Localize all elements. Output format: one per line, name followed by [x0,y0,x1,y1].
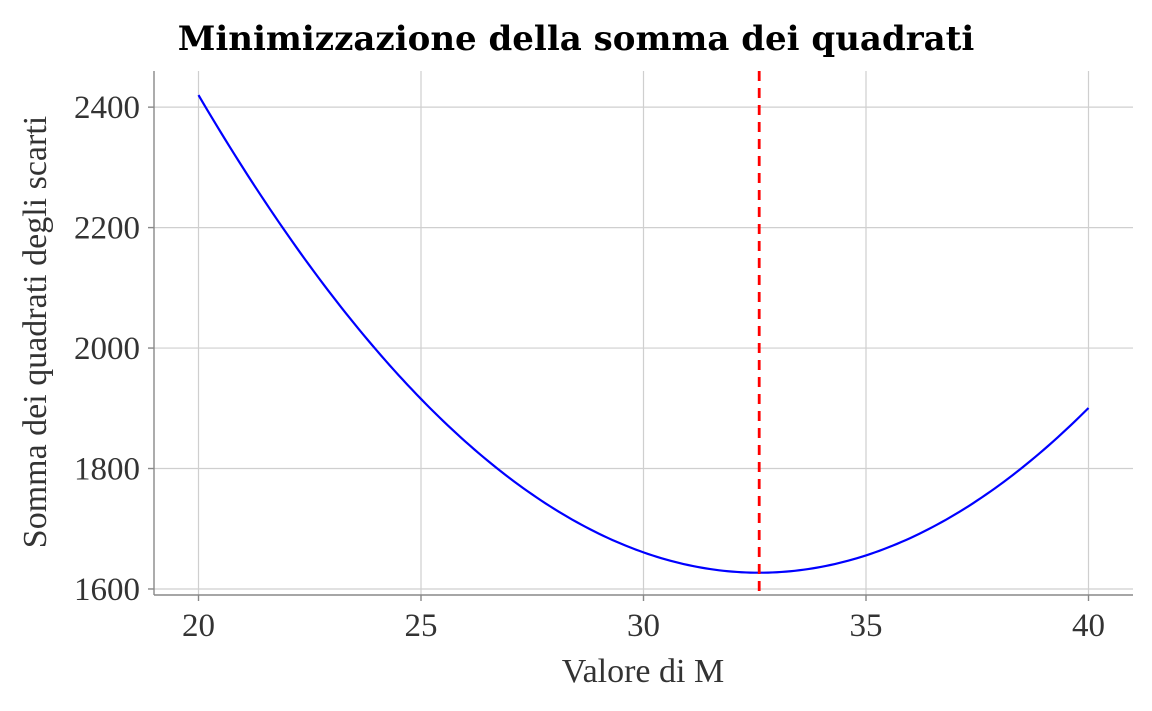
x-axis-title: Valore di M [562,653,724,690]
y-tick-label: 1600 [74,572,140,608]
series-layer [197,94,1090,574]
y-tick-label: 1800 [74,452,140,488]
y-tick-label: 2200 [74,211,140,247]
grid [154,71,1133,595]
series-line [197,94,1090,574]
x-tick-label: 40 [1072,608,1105,644]
x-tick-label: 35 [850,608,883,644]
y-tick-label: 2400 [74,90,140,126]
x-tick-label: 25 [405,608,438,644]
x-tick-label: 20 [182,608,215,644]
x-tick-label: 30 [627,608,660,644]
y-axis-title: Somma dei quadrati degli scarti [17,116,54,548]
y-tick-label: 2000 [74,331,140,367]
axes: 20 25 30 35 40 1600 1800 2000 2200 2400 [74,71,1133,644]
chart-title: Minimizzazione della somma dei quadrati [178,19,975,59]
